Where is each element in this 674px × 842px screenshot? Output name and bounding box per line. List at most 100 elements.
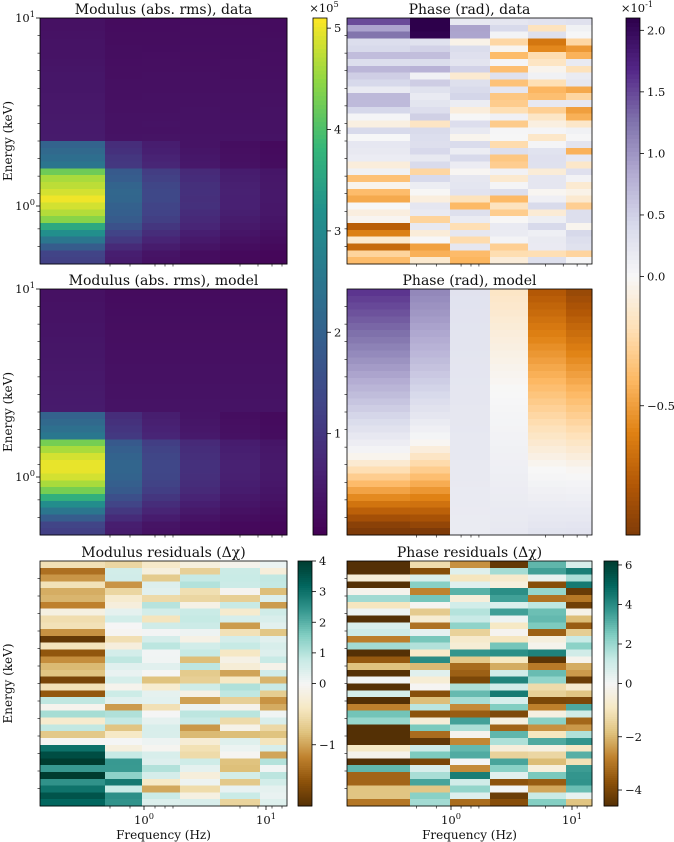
heatmap-cell xyxy=(260,182,288,190)
colorbar-segment xyxy=(298,687,312,691)
heatmap-cell xyxy=(490,758,529,766)
heatmap-cell xyxy=(528,656,567,664)
colorbar-segment xyxy=(626,509,640,515)
heatmap-cell xyxy=(347,175,411,183)
heatmap-cell xyxy=(347,703,411,712)
heatmap-cell xyxy=(410,514,451,522)
heatmap-cell xyxy=(220,350,261,358)
colorbar-segment xyxy=(604,614,618,617)
colorbar-segment xyxy=(626,121,640,127)
heatmap-cell xyxy=(528,683,567,691)
heatmap-cell xyxy=(220,514,261,522)
heatmap-cell xyxy=(105,223,143,231)
heatmap-panel-1 xyxy=(36,17,288,267)
colorbar-segment xyxy=(313,440,327,446)
colorbar-segment xyxy=(626,302,640,308)
colorbar-segment xyxy=(604,771,618,774)
colorbar-segment xyxy=(604,565,618,568)
heatmap-cell xyxy=(40,710,106,719)
heatmap-cell xyxy=(220,629,261,637)
colorbar-tick-label: 1.0 xyxy=(647,146,665,160)
heatmap-cell xyxy=(220,528,261,536)
heatmap-cell xyxy=(490,31,529,39)
heatmap-cell xyxy=(260,412,288,420)
heatmap-cell xyxy=(566,608,593,616)
heatmap-panel-3 xyxy=(36,288,288,538)
heatmap-cell xyxy=(528,751,567,759)
heatmap-cell xyxy=(410,418,451,427)
colorbar-segment xyxy=(626,315,640,321)
colorbar-tick-label: 4 xyxy=(319,554,326,568)
colorbar-segment xyxy=(313,186,327,191)
colorbar-segment xyxy=(298,785,312,789)
heatmap-cell xyxy=(450,257,491,265)
heatmap-cell xyxy=(220,561,261,569)
colorbar-segment xyxy=(298,791,312,795)
heatmap-cell xyxy=(490,717,529,725)
heatmap-cell xyxy=(490,357,529,365)
heatmap-cell xyxy=(490,168,529,176)
heatmap-cell xyxy=(180,642,221,650)
heatmap-cell xyxy=(450,425,491,433)
heatmap-cell xyxy=(105,487,143,495)
heatmap-cell xyxy=(566,656,593,664)
heatmap-cell xyxy=(105,236,143,244)
heatmap-cell xyxy=(40,608,106,616)
colorbar-segment xyxy=(298,583,312,587)
heatmap-cell xyxy=(220,439,261,447)
heatmap-cell xyxy=(220,31,261,39)
heatmap-cell xyxy=(490,642,529,650)
colorbar-segment xyxy=(604,746,618,750)
colorbar-segment xyxy=(298,618,312,621)
heatmap-cell xyxy=(180,528,221,536)
colorbar-segment xyxy=(626,134,640,140)
heatmap-cell xyxy=(566,473,593,481)
colorbar-segment xyxy=(298,636,312,640)
heatmap-cell xyxy=(180,500,221,509)
colorbar-segment xyxy=(298,759,312,762)
colorbar-segment xyxy=(313,86,327,92)
heatmap-cell xyxy=(490,243,529,251)
colorbar-segment xyxy=(298,571,312,574)
colorbar-segment xyxy=(298,716,312,719)
heatmap-cell xyxy=(142,243,181,251)
colorbar-segment xyxy=(604,703,618,707)
heatmap-cell xyxy=(528,690,567,698)
colorbar-segment xyxy=(313,517,327,523)
heatmap-cell xyxy=(490,595,529,603)
colorbar-segment xyxy=(626,39,640,45)
colorbar-segment xyxy=(298,620,312,623)
heatmap-cell xyxy=(260,113,288,121)
colorbar-segment xyxy=(313,461,327,467)
heatmap-cell xyxy=(105,669,143,678)
heatmap-cell xyxy=(142,141,181,149)
heatmap-cell xyxy=(180,316,221,324)
heatmap-cell xyxy=(180,24,221,33)
heatmap-cell xyxy=(450,703,491,712)
heatmap-cell xyxy=(566,106,593,115)
colorbar-segment xyxy=(298,748,312,752)
heatmap-cell xyxy=(220,106,261,115)
heatmap-cell xyxy=(142,507,181,515)
heatmap-cell xyxy=(260,79,288,87)
heatmap-cell xyxy=(490,453,529,461)
heatmap-cell xyxy=(347,608,411,616)
colorbar-modulus xyxy=(312,17,331,536)
heatmap-cell xyxy=(105,336,143,345)
colorbar-segment xyxy=(298,771,312,774)
colorbar-segment xyxy=(313,237,327,243)
heatmap-cell xyxy=(410,629,451,637)
colorbar-segment xyxy=(604,591,618,595)
heatmap-cell xyxy=(410,473,451,481)
heatmap-cell xyxy=(180,405,221,413)
heatmap-cell xyxy=(40,771,106,780)
heatmap-cell xyxy=(220,656,261,664)
colorbar-segment xyxy=(626,99,640,105)
heatmap-cell xyxy=(410,384,451,392)
heatmap-cell xyxy=(347,216,411,224)
heatmap-cell xyxy=(528,792,567,800)
colorbar-segment xyxy=(298,708,312,711)
heatmap-cell xyxy=(142,250,181,258)
heatmap-cell xyxy=(410,690,451,698)
